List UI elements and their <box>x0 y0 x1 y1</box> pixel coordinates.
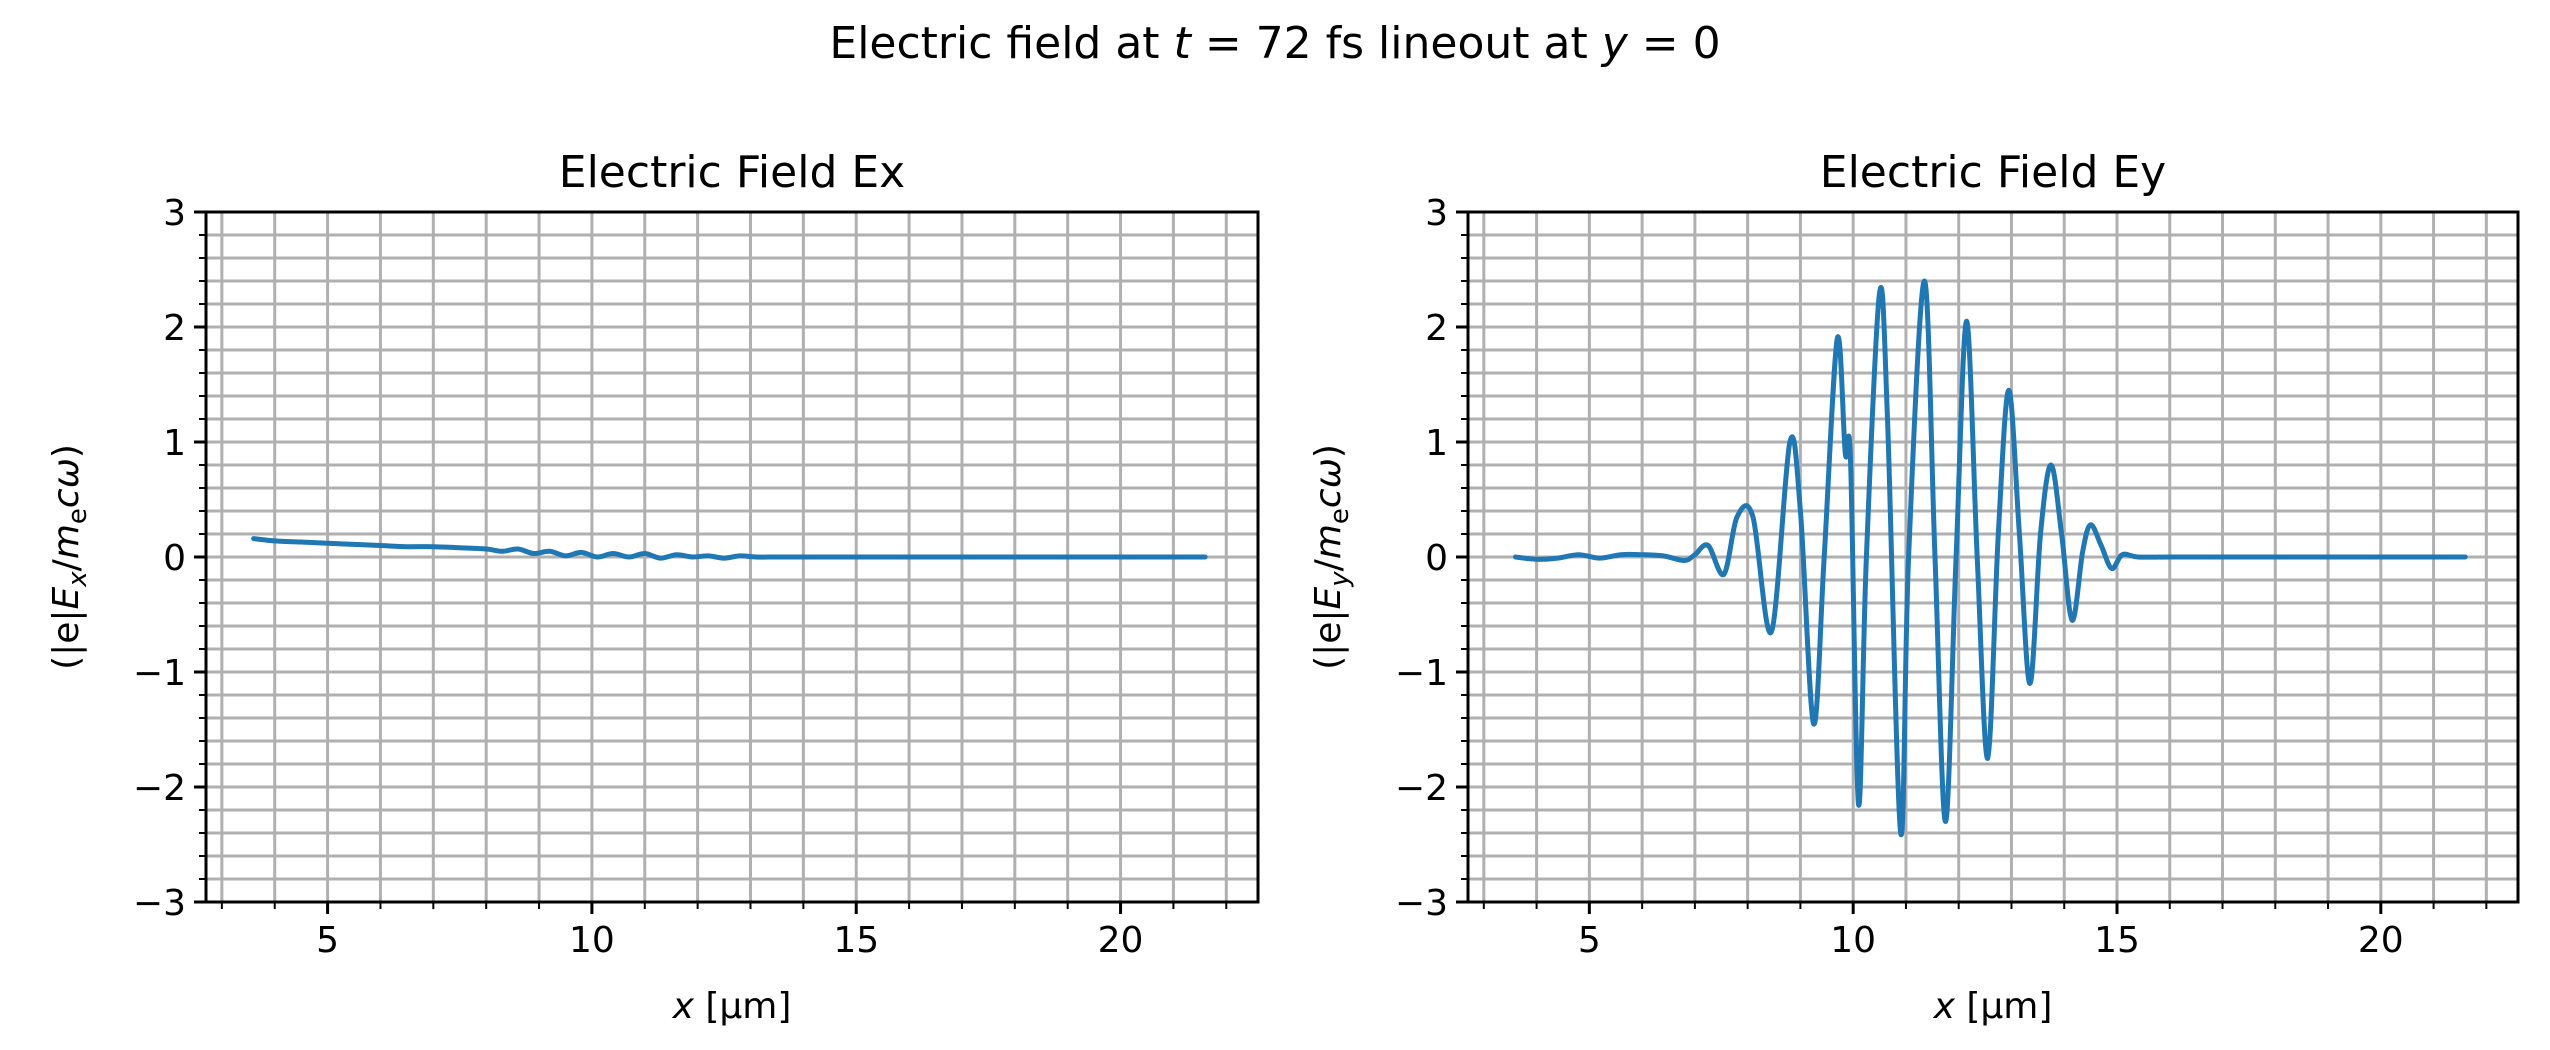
panel-ey: Electric Field Ey 5 10 15 20 −3 −2 −1 0 1 2 3 x [μ… <box>1308 147 2520 1027</box>
panel-ex-y-tick-label: −2 <box>133 768 186 809</box>
panel-ex-y-tick-label: 2 <box>163 308 186 349</box>
panel-ex-xlabel: x [μm] <box>672 986 792 1027</box>
panel-ey-ticks: 5 10 15 20 −3 −2 −1 0 1 2 3 <box>1395 193 2488 961</box>
panel-ex-ylabel: (|e|Ex/mecω) <box>46 444 93 670</box>
panel-ey-title: Electric Field Ey <box>1820 147 2166 198</box>
panel-ex-y-tick-label: −3 <box>133 883 186 924</box>
figure-suptitle: Electric field at t = 72 fs lineout at y… <box>829 18 1720 69</box>
panel-ey-y-tick-label: 0 <box>1425 538 1448 579</box>
panel-ey-y-tick-label: −3 <box>1395 883 1448 924</box>
panel-ey-x-tick-label: 5 <box>1578 920 1601 961</box>
panel-ey-xlabel: x [μm] <box>1933 986 2053 1027</box>
panel-ex-series-line <box>251 536 1208 561</box>
panel-ey-x-tick-label: 20 <box>2358 920 2404 961</box>
panel-ey-y-tick-label: 3 <box>1425 193 1448 234</box>
panel-ey-x-tick-label: 10 <box>1830 920 1876 961</box>
panel-ey-x-tick-label: 15 <box>2094 920 2140 961</box>
panel-ex-series <box>251 536 1208 561</box>
panel-ey-y-tick-label: −2 <box>1395 768 1448 809</box>
panel-ex-y-tick-label: 1 <box>163 423 186 464</box>
panel-ey-y-tick-label: 2 <box>1425 308 1448 349</box>
panel-ey-series <box>1513 278 2468 838</box>
panel-ex-ticks: 5 10 15 20 −3 −2 −1 0 1 2 3 <box>133 193 1228 961</box>
panel-ex-y-tick-label: 0 <box>163 538 186 579</box>
panel-ex-x-tick-label: 5 <box>316 920 339 961</box>
panel-ey-y-tick-label: 1 <box>1425 423 1448 464</box>
panel-ex: Electric Field Ex 5 10 15 20 −3 −2 −1 0 1 2 3 x [μ… <box>46 147 1260 1027</box>
panel-ey-ylabel: (|e|Ey/mecω) <box>1308 444 1355 670</box>
panel-ex-title: Electric Field Ex <box>559 147 905 198</box>
panel-ex-x-tick-label: 15 <box>833 920 879 961</box>
panel-ex-y-tick-label: 3 <box>163 193 186 234</box>
panel-ey-series-line <box>1513 278 2468 838</box>
panel-ex-x-tick-label: 20 <box>1098 920 1144 961</box>
panel-ey-y-tick-label: −1 <box>1395 653 1448 694</box>
panel-ex-y-tick-label: −1 <box>133 653 186 694</box>
panel-ex-x-tick-label: 10 <box>569 920 615 961</box>
